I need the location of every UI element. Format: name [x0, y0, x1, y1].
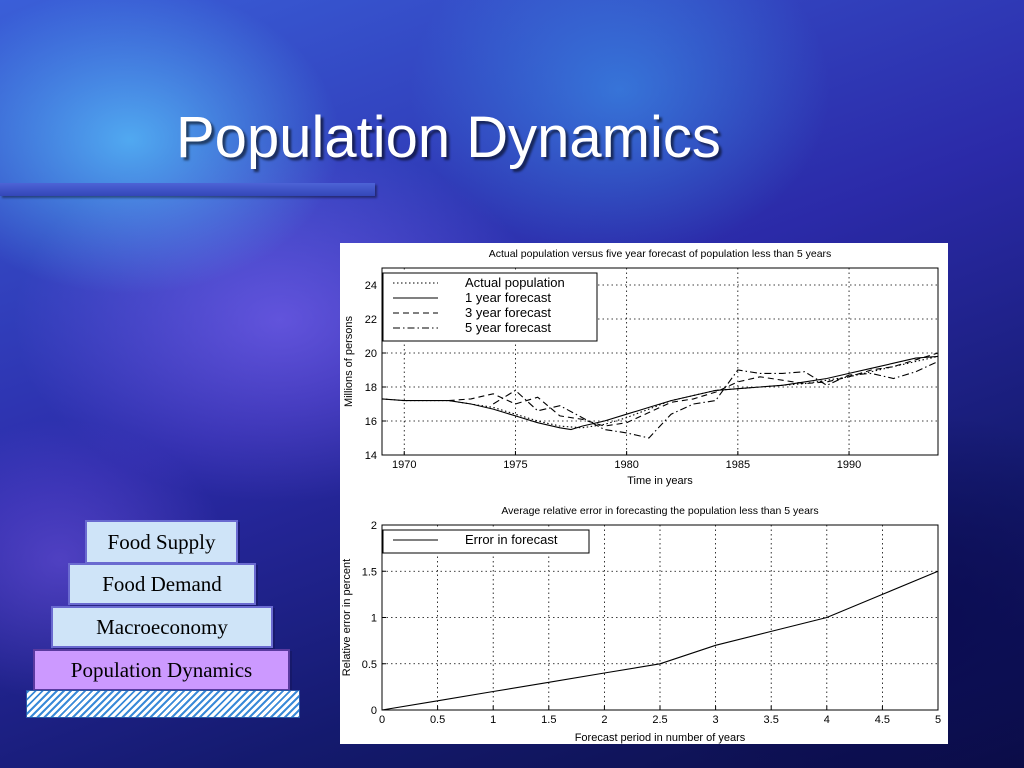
chart-1-title: Average relative error in forecasting th… — [501, 505, 818, 517]
chart-1-xlabel: Forecast period in number of years — [575, 732, 746, 744]
chart-1-xtick-label-3: 1.5 — [541, 714, 556, 726]
chart-0-xtick-label-3: 1985 — [726, 459, 750, 471]
chart-1-xtick-label-1: 0.5 — [430, 714, 445, 726]
chart-0-series-2-line — [448, 352, 939, 427]
title-underline-bar — [0, 183, 375, 196]
chart-0-series-3-line — [492, 361, 939, 439]
chart-0-ytick-label-4: 22 — [365, 314, 377, 326]
chart-0-title: Actual population versus five year forec… — [489, 248, 832, 260]
chart-figure: Actual population versus five year forec… — [340, 243, 948, 744]
chart-0-xtick-label-1: 1975 — [503, 459, 527, 471]
chart-1-series-0-line — [381, 570, 939, 711]
chart-1-ytick-label-0: 0 — [371, 705, 377, 717]
chart-1-ytick-label-4: 2 — [371, 520, 377, 532]
chart-0-ylabel: Millions of persons — [343, 315, 355, 407]
chart-1-xtick-label-0: 0 — [379, 714, 385, 726]
chart-0-ytick-label-0: 14 — [365, 450, 377, 462]
chart-1-legend-box — [382, 529, 590, 554]
chart-1-xtick-label-4: 2 — [601, 714, 607, 726]
stack-item-population-dynamics: Population Dynamics — [33, 649, 290, 691]
slide-title: Population Dynamics — [176, 105, 721, 170]
chart-0-legend-label-3: 5 year forecast — [465, 320, 551, 335]
chart-1-xtick-label-2: 1 — [490, 714, 496, 726]
chart-0-ytick-label-3: 20 — [365, 348, 377, 360]
chart-0-ytick-label-5: 24 — [365, 280, 377, 292]
chart-1-ytick-label-2: 1 — [371, 613, 377, 625]
chart-0-xtick-label-2: 1980 — [614, 459, 638, 471]
chart-0-ytick-label-2: 18 — [365, 382, 377, 394]
chart-1-xtick-label-5: 2.5 — [652, 714, 667, 726]
chart-0-series-1-line — [381, 355, 939, 431]
chart-0-plot-frame — [381, 267, 939, 456]
chart-1-ytick-label-3: 1.5 — [362, 566, 377, 578]
chart-0-legend-label-0: Actual population — [465, 275, 565, 290]
chart-0-xtick-label-4: 1990 — [837, 459, 861, 471]
chart-1-xtick-label-8: 4 — [824, 714, 830, 726]
charts-svg: Actual population versus five year forec… — [341, 248, 941, 744]
chart-1-xtick-label-10: 5 — [935, 714, 941, 726]
chart-0-legend-box — [382, 272, 598, 342]
chart-0-ytick-label-1: 16 — [365, 416, 377, 428]
chart-0-xtick-label-0: 1970 — [392, 459, 416, 471]
stack-base-hatched — [26, 690, 300, 718]
chart-0-xlabel: Time in years — [627, 475, 693, 487]
chart-1-xtick-label-6: 3 — [713, 714, 719, 726]
chart-1-ylabel: Relative error in percent — [341, 559, 353, 676]
chart-1-legend-label-0: Error in forecast — [465, 532, 558, 547]
stack-item-macroeconomy: Macroeconomy — [51, 606, 273, 648]
stack-item-food-demand: Food Demand — [68, 563, 256, 605]
chart-1-ytick-label-1: 0.5 — [362, 659, 377, 671]
chart-1-xtick-label-9: 4.5 — [875, 714, 890, 726]
stack-item-food-supply: Food Supply — [85, 520, 238, 564]
chart-0-series-0-line — [381, 355, 939, 429]
chart-0-legend-label-1: 1 year forecast — [465, 290, 551, 305]
chart-0-legend-label-2: 3 year forecast — [465, 305, 551, 320]
chart-1-xtick-label-7: 3.5 — [764, 714, 779, 726]
